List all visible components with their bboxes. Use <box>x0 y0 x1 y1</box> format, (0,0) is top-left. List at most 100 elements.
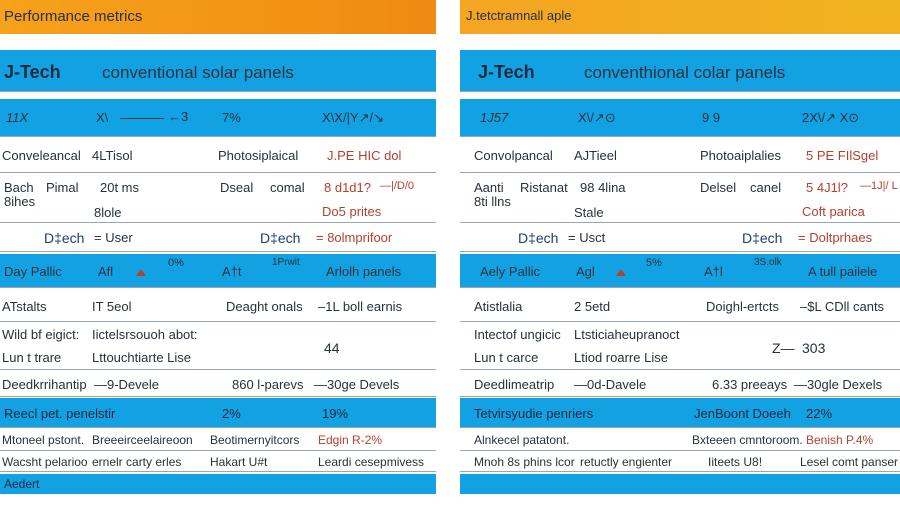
cell: –$L CDll cants <box>800 299 885 314</box>
table-row: Intectof ungicic Lun t carce Ltsticiaheu… <box>460 324 900 370</box>
left-comparison-panel: Performance metrics J-Tech conventional … <box>0 0 436 494</box>
cell: 0% <box>168 257 184 269</box>
cell: AJTieel <box>574 148 617 163</box>
arrow-icon: ←3 <box>168 109 189 124</box>
cell: —|/D/0 <box>380 180 415 192</box>
cell: Breeeirceelaireoon <box>92 433 193 447</box>
cell: = 8olmprifoor <box>316 230 393 245</box>
cell: 7% <box>222 110 241 125</box>
cell: Bach <box>4 180 34 195</box>
cell: A†l <box>704 264 723 279</box>
table-row: D‡ech = Usct D‡ech = Doltprhaes <box>460 224 900 252</box>
cell: 22% <box>806 406 833 421</box>
table-row: Conveleancal 4LTisol Photosiplaical J.PE… <box>0 140 436 173</box>
cell: Doighl-ertcts <box>706 299 779 314</box>
cell: Pimal <box>46 180 79 195</box>
table-row: Wild bf eigict: Lun t trare Iictelsrsouo… <box>0 324 436 370</box>
cell: Iictelsrsouoh abot: <box>92 327 198 342</box>
cell: 2X\/↗ X⊙ <box>802 110 860 125</box>
cell: Convolpancal <box>474 148 553 163</box>
cell: Coft parica <box>802 204 865 219</box>
cell: Lun t carce <box>474 350 539 365</box>
cell: Edgin R-2% <box>318 433 383 447</box>
cell: –1L boll earnis <box>318 299 403 314</box>
cell: ernelr carty erles <box>92 455 182 469</box>
table-row: Mnoh 8s phins lcor retuctly engienter Ii… <box>460 452 900 472</box>
cell: Z— <box>772 340 795 356</box>
cell: Lesel comt panser <box>800 455 899 469</box>
table-row: Deedlimeatrip —0d-Davele 6.33 preeays —3… <box>460 373 900 397</box>
right-comparison-panel: J.tetctramnall aple J-Tech conventhional… <box>460 0 900 494</box>
cell: 8 d1d1? <box>324 180 371 195</box>
cell: 3S.olk <box>754 257 782 268</box>
cell: A†t <box>222 264 242 279</box>
cell: Photoaiplalies <box>700 148 781 163</box>
cell: Aely Pallic <box>480 264 540 279</box>
cell: 1J57 <box>480 110 509 125</box>
brand-label: J-Tech <box>478 62 535 82</box>
table-row: Bach Pimal 8ihes 20t ms 8lole Dseal coma… <box>0 175 436 223</box>
cell: —0d-Davele <box>574 377 647 392</box>
cell: D‡ech <box>44 230 85 246</box>
table-row: Mtoneel pstont. Breeeirceelaireoon Beoti… <box>0 429 436 451</box>
cell: Beotimernyitcors <box>210 433 300 447</box>
arrow-line <box>120 118 164 119</box>
cell: canel <box>750 180 782 195</box>
cell: Reecl pet. penelstir <box>4 406 116 421</box>
cell: —9-Devele <box>94 377 160 392</box>
table-row: Deedkrrihantip —9-Devele 860 l-parevs —3… <box>0 373 436 397</box>
cell: —30gle Dexels <box>794 377 883 392</box>
cell: Dseal <box>220 180 254 195</box>
footer-label: Aedert <box>4 477 40 491</box>
cell: Deedlimeatrip <box>474 377 555 392</box>
cell: —1J|/ L <box>860 180 898 192</box>
cell: 8ihes <box>4 194 36 209</box>
table-row: Convolpancal AJTieel Photoaiplalies 5 PE… <box>460 140 900 173</box>
cell: Aanti <box>474 180 504 195</box>
cell: 98 4lina <box>580 180 626 195</box>
cell: D‡ech <box>518 230 559 246</box>
cell: A tull pailele <box>808 264 878 279</box>
table-row: 1J57 X\/↗⊙ 9 9 2X\/↗ X⊙ <box>460 99 900 137</box>
cell: Deaght onals <box>226 299 303 314</box>
cell: 19% <box>322 406 349 421</box>
panel-title: Performance metrics <box>0 0 436 34</box>
cell: 11X <box>6 110 29 125</box>
cell: Atistlalia <box>474 299 523 314</box>
cell: Tetvirsyudie penriers <box>474 406 594 421</box>
cell: 2% <box>222 406 241 421</box>
cell: Agl <box>576 264 595 279</box>
cell: = Doltprhaes <box>798 230 873 245</box>
cell: D‡ech <box>742 230 783 246</box>
footer-bar <box>460 474 900 494</box>
table-row: Wacsht pelarioo ernelr carty erles Hakar… <box>0 452 436 472</box>
cell: 1Prwit <box>272 257 300 268</box>
cell: 860 l-parevs <box>232 377 304 392</box>
cell: Intectof ungicic <box>474 327 561 342</box>
cell: Alnkecel patatont. <box>474 433 570 447</box>
cell: Lun t trare <box>2 350 62 365</box>
header-row: J-Tech conventional solar panels <box>0 50 436 92</box>
cell: Lttouchtiarte Lise <box>92 350 192 365</box>
table-row: Aely Pallic Agl 5% A†l 3S.olk A tull pai… <box>460 254 900 288</box>
cell: 44 <box>324 340 340 356</box>
cell: 5 4J1l? <box>806 180 848 195</box>
cell: Delsel <box>700 180 737 195</box>
table-row: Aanti Ristanat 8ti llns 98 4lina Stale D… <box>460 175 900 223</box>
cell: Benish P.4% <box>806 433 874 447</box>
cell: D‡ech <box>260 230 301 246</box>
cell: Photosiplaical <box>218 148 299 163</box>
cell: = User <box>94 230 133 245</box>
arrow-icon: X\ <box>96 110 109 125</box>
brand-label: J-Tech <box>4 62 61 82</box>
cell: Hakart U#t <box>210 455 268 469</box>
cell: X\X/|Y↗/↘ <box>322 110 385 125</box>
cell: = Usct <box>568 230 606 245</box>
cell: Wild bf eigict: <box>2 327 80 342</box>
cell: Ltiod roarre Lise <box>574 350 668 365</box>
cell: comal <box>270 180 305 195</box>
cell: Do5 prites <box>322 204 382 219</box>
cell: 4LTisol <box>92 148 133 163</box>
cell: Conveleancal <box>2 148 81 163</box>
table-row: Tetvirsyudie penriers JenBoont Doeeh 22% <box>460 398 900 428</box>
